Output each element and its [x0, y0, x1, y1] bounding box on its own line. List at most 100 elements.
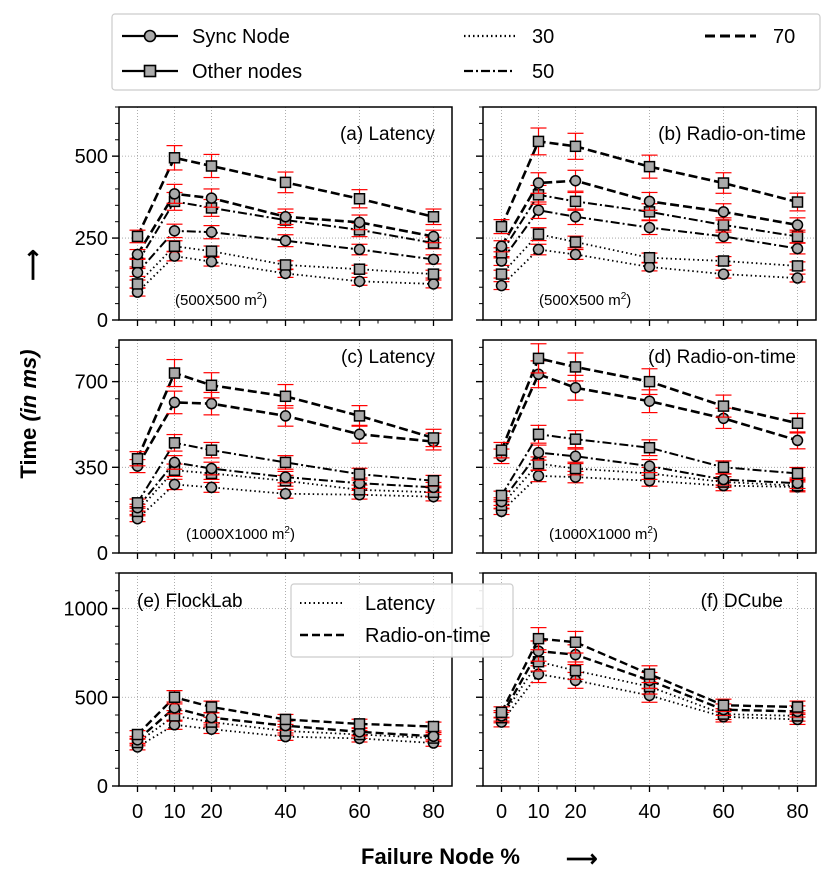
panel-a-series-5-point-1 [168, 152, 181, 164]
panel-f-series-2-line [500, 649, 798, 717]
panel-b-series-2-point-3 [643, 221, 656, 234]
panel-f-xtick-label: 40 [638, 801, 660, 823]
panel-c-series-5-point-1 [168, 367, 181, 379]
panel-b-series-4-point-1 [532, 177, 545, 189]
panel-b-series-2-point-5 [791, 242, 804, 255]
panel-e-series-2-point-5 [427, 730, 440, 743]
panel-f-xtick-label: 60 [712, 801, 734, 823]
panel-a-area-sup: 2 [257, 291, 263, 302]
panel-b-series [493, 127, 806, 292]
panel-c-series-3-point-4 [353, 468, 366, 480]
panel-c-series-4-point-4 [353, 428, 366, 441]
panel-b-title: (b) Radio-on-time [658, 124, 806, 145]
panel-d-area-close: ) [653, 526, 658, 543]
panel-b-series-4-point-0 [495, 240, 508, 253]
panel-d-series-3-point-4 [717, 461, 730, 474]
panel-c-series-3-point-2 [205, 444, 218, 456]
panel-d-area-label: (1000X1000 m2) [549, 525, 658, 543]
panel-f: 0 10 20 40 60 80 (f) DCube [476, 572, 817, 823]
panel-f-series-3-point-2 [569, 636, 582, 648]
panel-c-series-5-point-3 [279, 390, 292, 403]
panel-e-series [129, 689, 442, 753]
panel-c-series-3-point-5 [427, 475, 440, 487]
legend-50-label: 50 [532, 61, 554, 83]
panel-b-series-1-point-4 [717, 255, 730, 267]
panel-b-series-0-point-4 [717, 268, 730, 280]
legend-frame [111, 13, 821, 91]
panel-a-series-0-point-2 [205, 255, 218, 268]
panel-e-series-1-line [136, 714, 434, 744]
panel-b-area-label: (500X500 m2) [539, 291, 631, 309]
panel-c-series-1-line [136, 469, 434, 512]
panel-b-area-text: (500X500 m [539, 292, 621, 309]
panel-e-xtick-label: 10 [163, 801, 185, 823]
panel-b-area-sup: 2 [621, 291, 627, 302]
panel-d-series-2-point-4 [717, 473, 730, 486]
panel-f-series-3-point-0 [495, 706, 508, 719]
panel-c-area-sup: 2 [284, 525, 290, 536]
panel-f-xtick-label: 10 [527, 801, 549, 823]
panel-b-series-0-point-5 [791, 272, 804, 284]
panel-c-series-2-point-1 [168, 456, 181, 469]
panel-c-series-0-point-1 [168, 478, 181, 491]
inner-legend-frame [290, 583, 514, 658]
panel-e: 0 500 1000 0 10 20 40 60 80 (e) FlockLab [64, 572, 453, 823]
panel-a-series-5-point-2 [205, 160, 218, 172]
panel-a-series-1-point-5 [427, 268, 440, 280]
panel-b-series-1-point-2 [569, 236, 582, 248]
panel-a-series-4-point-4 [353, 216, 366, 229]
panel-b-series-1-point-5 [791, 260, 804, 272]
panel-a-series-2-point-0 [131, 266, 144, 279]
panel-a-series-1-point-1 [168, 240, 181, 253]
panel-f-series-3-point-3 [643, 668, 656, 680]
panel-d-series-3-point-1 [532, 428, 545, 441]
panel-a-series-1-point-2 [205, 245, 218, 257]
panel-c-series-5-point-5 [427, 432, 440, 444]
panel-b-series-3-point-5 [791, 230, 804, 243]
panel-b-series-0-point-1 [532, 243, 545, 256]
panel-d-series-5-point-2 [569, 361, 582, 373]
y-axis-label: Time (in ms) ⟶ [16, 249, 45, 478]
panel-d-series-0-line [500, 474, 798, 513]
panel-d-series-2-point-2 [569, 450, 582, 463]
panel-d-ticks [476, 346, 799, 559]
panel-b-series-5-point-2 [569, 140, 582, 153]
panel-a-series-4-point-2 [205, 192, 218, 204]
panel-a-series [129, 145, 442, 298]
panel-c-series-0-point-3 [279, 488, 292, 500]
x-axis-label: Failure Node % ⟶ [361, 844, 598, 871]
panel-e-series-2-point-2 [205, 711, 218, 724]
panel-a-series-5-line [136, 156, 434, 237]
panel-b-series-1-point-3 [643, 251, 656, 264]
panel-a-ytick-label: 500 [75, 146, 108, 168]
panel-a-series-4-point-3 [279, 211, 292, 223]
panel-c: 0 350 700 (c) Latency (1000X1000 m2) [75, 339, 453, 565]
panel-a-ytick-label: 250 [75, 228, 108, 250]
panel-c-series-4-line [136, 401, 434, 467]
panel-a-series-5-point-4 [353, 193, 366, 205]
panel-e-xtick-label: 40 [274, 801, 296, 823]
y-axis-arrow: ⟶ [20, 249, 45, 281]
panel-e-series-3-point-2 [205, 701, 218, 713]
legend-30-label: 30 [532, 26, 554, 48]
panel-a-series-5-point-5 [427, 211, 440, 223]
panel-a-series-2-point-1 [168, 225, 181, 237]
panel-c-ticks: 0 350 700 [75, 346, 435, 565]
panel-d-series-5-point-0 [495, 444, 508, 456]
panel-a-series-4-point-1 [168, 188, 181, 200]
panel-b: (b) Radio-on-time (500X500 m2) [476, 106, 817, 326]
panel-b-series-3-point-2 [569, 195, 582, 208]
panel-d-series-4-point-2 [569, 381, 582, 394]
panel-a-ticks: 0 250 500 [75, 106, 435, 332]
panel-b-series-4-point-4 [717, 206, 730, 218]
panel-e-series-3-point-5 [427, 720, 440, 733]
panel-e-ytick-label: 500 [75, 687, 108, 709]
panel-c-title: (c) Latency [341, 347, 435, 368]
panel-a-series-2-point-2 [205, 226, 218, 238]
panel-d-series-3-point-0 [495, 489, 508, 502]
panel-d-series-5-line [500, 356, 798, 451]
legend-sync-marker [143, 29, 157, 43]
panel-d-grid [483, 340, 816, 553]
panel-a-ytick-label: 0 [97, 310, 108, 332]
panel-c-series [129, 358, 442, 525]
